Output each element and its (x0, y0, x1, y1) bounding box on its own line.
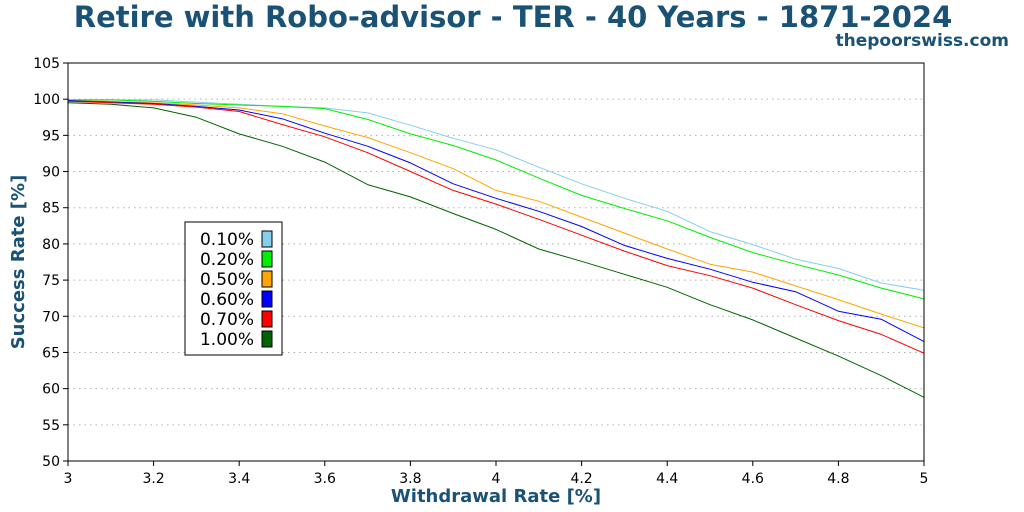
legend-swatch (261, 290, 273, 308)
x-tick-label: 4.4 (656, 471, 678, 487)
series-line (68, 99, 925, 291)
y-tick-label: 90 (42, 165, 60, 181)
y-tick-label: 65 (42, 345, 60, 361)
chart-subtitle: thepoorswiss.com (836, 31, 1010, 51)
y-tick-label: 85 (42, 201, 60, 217)
y-axis: 50 55 60 65 70 75 80 85 90 95 100 105 (33, 56, 68, 470)
x-tick-label: 3.8 (399, 471, 421, 487)
x-tick-label: 3.6 (314, 471, 336, 487)
series-lines (67, 99, 925, 398)
x-axis-label: Withdrawal Rate [%] (391, 486, 601, 507)
series-line (67, 100, 925, 329)
x-tick-label: 4.2 (570, 471, 592, 487)
y-tick-label: 100 (33, 92, 60, 108)
x-tick-label: 3 (64, 471, 73, 487)
y-tick-label: 60 (42, 382, 60, 398)
legend-label: 0.50% (200, 270, 254, 290)
x-tick-label: 3.2 (142, 471, 164, 487)
legend-label: 0.60% (200, 290, 254, 310)
chart-title: Retire with Robo-advisor - TER - 40 Year… (74, 0, 953, 34)
legend: 0.10%0.20%0.50%0.60%0.70%1.00% (184, 221, 283, 356)
legend-label: 1.00% (200, 330, 254, 350)
y-tick-label: 50 (42, 454, 60, 470)
x-tick-label: 3.4 (228, 471, 250, 487)
x-tick-label: 4.6 (742, 471, 764, 487)
legend-swatch (261, 230, 273, 248)
y-tick-label: 80 (42, 237, 60, 253)
legend-swatch (261, 330, 273, 348)
x-axis: 3 3.2 3.4 3.6 3.8 4 4.2 4.4 4.6 4.8 5 (64, 461, 929, 487)
series-line (67, 100, 925, 354)
series-line (67, 102, 925, 398)
y-axis-label: Success Rate [%] (8, 175, 29, 350)
y-tick-label: 75 (42, 273, 60, 289)
y-tick-label: 105 (33, 56, 60, 72)
y-tick-label: 55 (42, 418, 60, 434)
x-tick-label: 4 (492, 471, 501, 487)
legend-swatch (261, 250, 273, 268)
x-tick-label: 5 (920, 471, 929, 487)
legend-swatch (261, 270, 273, 288)
legend-label: 0.70% (200, 310, 254, 330)
legend-label: 0.10% (200, 230, 254, 250)
legend-swatch (261, 310, 273, 328)
series-line (67, 100, 925, 343)
legend-label: 0.20% (200, 250, 254, 270)
y-tick-label: 95 (42, 128, 60, 144)
series-line (68, 99, 925, 300)
x-tick-label: 4.8 (827, 471, 849, 487)
y-tick-label: 70 (42, 309, 60, 325)
